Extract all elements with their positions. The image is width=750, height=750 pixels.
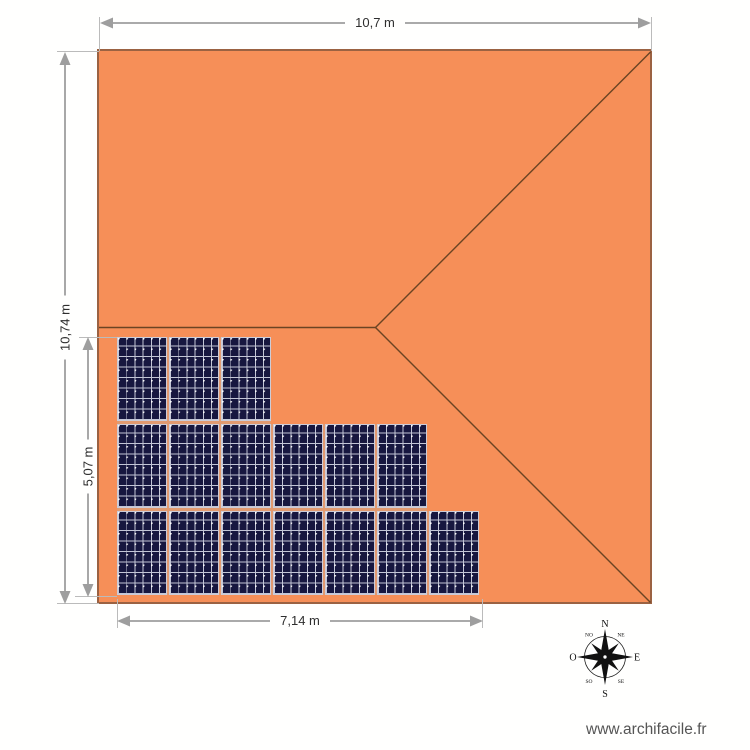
solar-panel[interactable] [429,511,479,595]
solar-panel[interactable] [273,511,323,595]
compass-label-southwest: SO [585,679,592,685]
solar-panel[interactable] [273,424,323,508]
array-width-dimension-label[interactable]: 7,14 m [270,612,330,629]
arrow-left-icon [117,615,130,627]
compass-label-west: O [569,653,576,664]
compass-center-dot [602,654,608,660]
solar-panel[interactable] [169,511,219,595]
arrow-up-icon [82,337,94,350]
compass-label-south: S [602,689,608,700]
solar-panel[interactable] [169,337,219,421]
solar-panel-row [117,511,479,595]
roof-height-dimension-label[interactable]: 10,74 m [56,295,74,360]
solar-panel[interactable] [117,511,167,595]
compass-label-east: E [634,653,640,664]
compass-label-northwest: NO [585,633,593,639]
array-height-dimension-label[interactable]: 5,07 m [79,439,97,494]
solar-panel[interactable] [117,424,167,508]
solar-panel[interactable] [325,511,375,595]
solar-panel[interactable] [117,337,167,421]
arrow-left-icon [100,17,113,29]
compass-label-north: N [601,619,608,630]
watermark-text: www.archifacile.fr [586,721,707,738]
solar-panel[interactable] [169,424,219,508]
roof-width-dimension-label[interactable]: 10,7 m [345,14,405,31]
solar-panel[interactable] [221,424,271,508]
arrow-up-icon [59,52,71,65]
compass-label-northeast: NE [617,633,625,639]
arrow-down-icon [59,591,71,604]
solar-panel[interactable] [377,511,427,595]
compass-rose-icon: N S E O NE NO SE SO [569,619,640,700]
solar-panel[interactable] [221,337,271,421]
solar-panel[interactable] [377,424,427,508]
solar-panel[interactable] [221,511,271,595]
solar-panel-row [117,337,271,424]
compass-label-southeast: SE [618,679,625,685]
solar-panel[interactable] [325,424,375,508]
solar-panel-row [117,424,427,511]
arrow-right-icon [638,17,651,29]
arrow-down-icon [82,584,94,597]
arrow-right-icon [470,615,483,627]
